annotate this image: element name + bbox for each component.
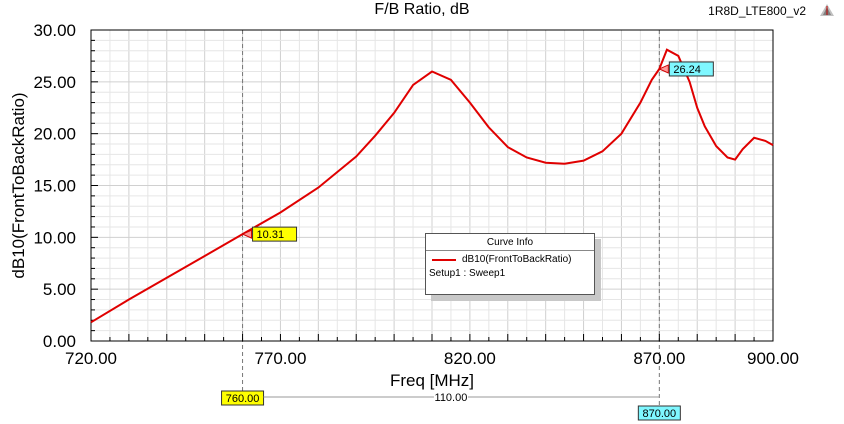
marker-value-box[interactable] <box>252 226 298 242</box>
chart-title: F/B Ratio, dB <box>374 1 470 18</box>
legend-entry[interactable]: dB10(FrontToBackRatio) <box>432 254 572 265</box>
marker-pointer[interactable] <box>241 229 253 239</box>
ansys-logo-icon <box>820 4 834 16</box>
delta-label-bg <box>433 391 468 403</box>
marker-pointer[interactable] <box>658 64 669 74</box>
legend-title: Curve Info <box>486 237 534 248</box>
x-tick-label: 770.00 <box>254 349 306 368</box>
marker-x-label: 870.00 <box>643 408 677 420</box>
legend-swatch <box>432 258 456 261</box>
y-axis-label: dB10(FrontToBackRatio) <box>9 92 28 278</box>
y-tick-label: 5.00 <box>43 280 76 299</box>
y-tick-label: 30.00 <box>33 21 76 40</box>
y-tick-label: 0.00 <box>43 332 76 351</box>
marker-value-label: 10.31 <box>257 229 285 241</box>
marker-value-box[interactable] <box>668 61 714 77</box>
curve-info-legend[interactable]: Curve Info dB10(FrontToBackRatio) Setup1… <box>425 233 595 295</box>
marker-x-box[interactable] <box>637 405 681 421</box>
markers[interactable]: 10.31 760.00 26.24 870.00 110.00 <box>221 61 714 421</box>
x-tick-label: 720.00 <box>65 349 117 368</box>
x-tick-label: 870.00 <box>633 349 685 368</box>
y-tick-label: 10.00 <box>33 228 76 247</box>
x-tick-label: 900.00 <box>747 349 799 368</box>
y-tick-label: 15.00 <box>33 177 76 196</box>
y-tick-label: 20.00 <box>33 125 76 144</box>
marker-value-label: 26.24 <box>673 64 701 76</box>
design-name-label: 1R8D_LTE800_v2 <box>708 4 806 18</box>
marker-x-label: 760.00 <box>226 393 260 405</box>
legend-divider <box>426 250 594 251</box>
marker-x-box[interactable] <box>221 390 265 406</box>
x-axis-label: Freq [MHz] <box>390 371 474 390</box>
axis-ticks: 0.00 5.00 10.00 15.00 20.00 25.00 30.00 720.00 7… <box>33 21 799 368</box>
y-tick-label: 25.00 <box>33 73 76 92</box>
legend-setup-label: Setup1 : Sweep1 <box>429 268 506 279</box>
legend-series-label: dB10(FrontToBackRatio) <box>462 254 572 265</box>
delta-label: 110.00 <box>435 392 468 404</box>
series-line-fb-ratio[interactable] <box>90 48 774 324</box>
x-tick-label: 820.00 <box>444 349 496 368</box>
